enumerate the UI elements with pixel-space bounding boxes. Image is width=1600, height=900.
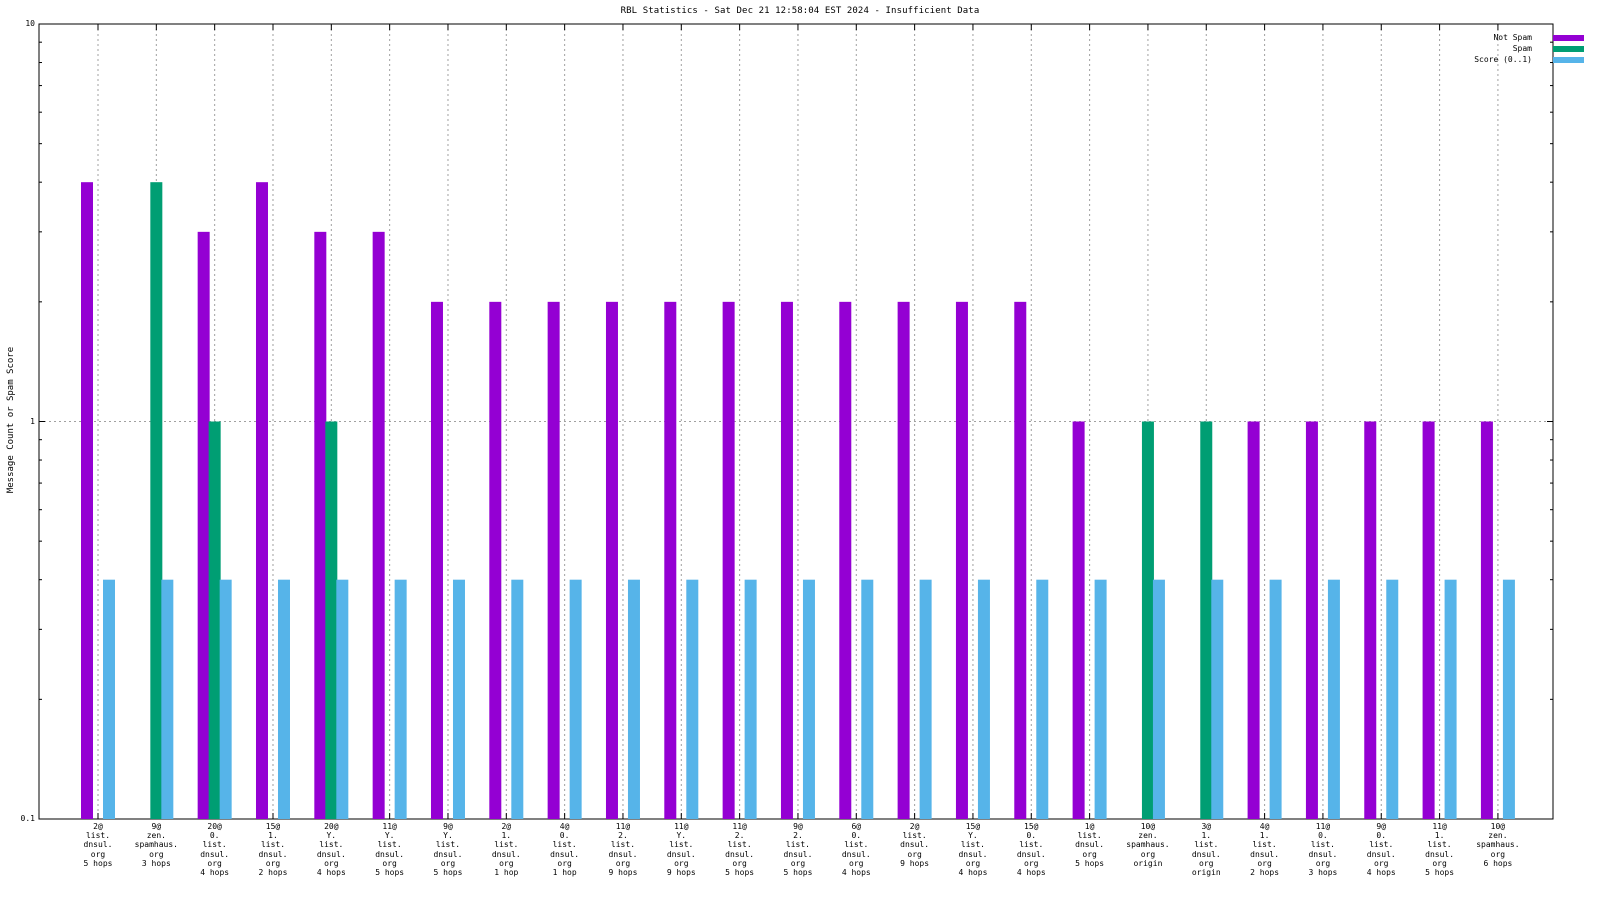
x-tick-label: 9@ 0. list. dnsul. org 4 hops xyxy=(1366,822,1396,878)
bar-not-spam xyxy=(955,301,968,819)
chart-title: RBL Statistics - Sat Dec 21 12:58:04 EST… xyxy=(620,6,980,16)
bar-not-spam xyxy=(1247,421,1260,819)
bar-not-spam xyxy=(1364,421,1377,819)
x-tick-label: 9@ Y. list. dnsul. org 5 hops xyxy=(433,822,463,878)
bar-not-spam xyxy=(1072,421,1085,819)
x-tick-label: 2@ list. dnsul. org 9 hops xyxy=(900,822,930,868)
y-tick-label: 0.1 xyxy=(20,814,35,823)
x-tick-label: 10@ zen. spamhaus. org origin xyxy=(1126,822,1170,868)
x-tick-label: 11@ 2. list. dnsul. org 9 hops xyxy=(608,822,638,878)
bar-score-0-1 xyxy=(861,579,874,819)
bar-score-0-1 xyxy=(394,579,407,819)
bar-score-0-1 xyxy=(336,579,349,819)
bar-not-spam xyxy=(81,182,93,819)
x-tick-label: 20@ 0. list. dnsul. org 4 hops xyxy=(200,822,230,878)
x-tick-label: 4@ 0. list. dnsul. org 1 hop xyxy=(550,822,580,878)
x-tick-label: 15@ 0. list. dnsul. org 4 hops xyxy=(1016,822,1046,878)
y-tick-label: 10 xyxy=(25,19,35,28)
y-tick-label: 1 xyxy=(30,416,35,426)
bar-spam xyxy=(1141,421,1154,819)
bar-not-spam xyxy=(780,301,793,819)
bar-score-0-1 xyxy=(977,579,990,819)
legend-swatch xyxy=(1553,57,1584,63)
bar-score-0-1 xyxy=(1036,579,1049,819)
x-tick-label: 11@ 0. list. dnsul. org 3 hops xyxy=(1308,822,1338,878)
x-tick-label: 6@ 0. list. dnsul. org 4 hops xyxy=(841,822,871,878)
x-tick-label: 20@ Y. list. dnsul. org 4 hops xyxy=(316,822,346,878)
bar-not-spam xyxy=(430,301,443,819)
bar-not-spam xyxy=(664,301,677,819)
x-tick-label: 11@ 2. list. dnsul. org 5 hops xyxy=(725,822,755,878)
bar-not-spam xyxy=(489,301,502,819)
bar-score-0-1 xyxy=(744,579,757,819)
bar-score-0-1 xyxy=(919,579,932,819)
x-tick-label: 11@ Y. list. dnsul. org 5 hops xyxy=(375,822,405,878)
x-tick-label: 11@ 1. list. dnsul. org 5 hops xyxy=(1425,822,1455,878)
bar-score-0-1 xyxy=(1327,579,1340,819)
legend-label: Score (0..1) xyxy=(1474,55,1532,64)
bar-spam xyxy=(208,421,221,819)
bar-score-0-1 xyxy=(277,579,290,819)
x-tick-label: 1@ list. dnsul. org 5 hops xyxy=(1075,822,1105,868)
x-tick-label: 15@ Y. list. dnsul. org 4 hops xyxy=(958,822,988,878)
bar-not-spam xyxy=(722,301,735,819)
bar-not-spam xyxy=(1480,421,1493,819)
x-tick-label: 4@ 1. list. dnsul. org 2 hops xyxy=(1250,822,1280,878)
bar-score-0-1 xyxy=(1502,579,1515,819)
bar-not-spam xyxy=(314,231,327,819)
bar-spam xyxy=(325,421,338,819)
bar-score-0-1 xyxy=(1269,579,1282,819)
legend-label: Spam xyxy=(1512,44,1532,53)
bar-score-0-1 xyxy=(1152,579,1165,819)
bar-not-spam xyxy=(839,301,852,819)
bar-score-0-1 xyxy=(1094,579,1107,819)
bar-score-0-1 xyxy=(1444,579,1457,819)
bar-spam xyxy=(150,182,163,819)
bar-not-spam xyxy=(1422,421,1435,819)
bar-score-0-1 xyxy=(627,579,640,819)
bar-score-0-1 xyxy=(511,579,524,819)
x-tick-label: 11@ Y. list. dnsul. org 9 hops xyxy=(666,822,696,878)
bar-score-0-1 xyxy=(569,579,582,819)
x-tick-label: 2@ 1. list. dnsul. org 1 hop xyxy=(491,822,521,878)
bar-not-spam xyxy=(1305,421,1318,819)
x-tick-label: 9@ zen. spamhaus. org 3 hops xyxy=(134,822,178,868)
bar-spam xyxy=(1200,421,1213,819)
bar-score-0-1 xyxy=(686,579,699,819)
x-tick-label: 3@ 1. list. dnsul. org origin xyxy=(1191,822,1221,878)
x-tick-label: 10@ zen. spamhaus. org 6 hops xyxy=(1476,822,1520,868)
legend-label: Not Spam xyxy=(1493,33,1532,42)
bar-not-spam xyxy=(372,231,385,819)
bar-score-0-1 xyxy=(802,579,815,819)
bar-score-0-1 xyxy=(1211,579,1224,819)
bar-not-spam xyxy=(547,301,560,819)
x-tick-label: 2@ list. dnsul. org 5 hops xyxy=(83,822,113,868)
bar-score-0-1 xyxy=(452,579,465,819)
bar-not-spam xyxy=(897,301,910,819)
x-tick-label: 9@ 2. list. dnsul. org 5 hops xyxy=(783,822,813,878)
bar-not-spam xyxy=(197,231,210,819)
bar-not-spam xyxy=(605,301,618,819)
x-tick-label: 15@ 1. list. dnsul. org 2 hops xyxy=(258,822,288,878)
legend-swatch xyxy=(1553,46,1584,52)
bar-score-0-1 xyxy=(161,579,174,819)
bar-score-0-1 xyxy=(219,579,232,819)
bar-not-spam xyxy=(255,182,268,819)
bar-score-0-1 xyxy=(1386,579,1399,819)
legend-swatch xyxy=(1553,35,1584,41)
bar-not-spam xyxy=(1014,301,1027,819)
bar-score-0-1 xyxy=(103,579,115,819)
